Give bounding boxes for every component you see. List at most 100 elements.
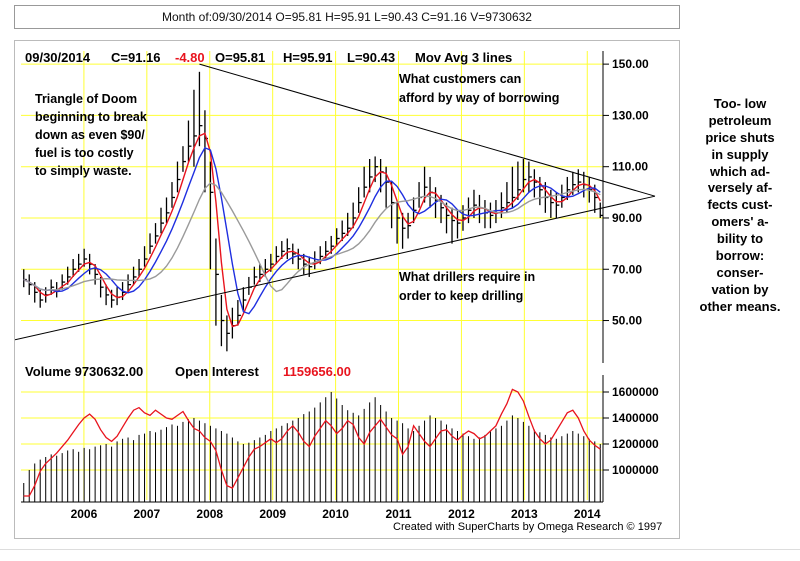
price-close: C=91.16 (111, 50, 161, 65)
price-bar (594, 184, 598, 213)
price-bar (462, 205, 466, 231)
price-high: H=95.91 (283, 50, 333, 65)
price-bar (506, 182, 510, 213)
divider (0, 549, 800, 550)
volume-label: Volume 9730632.00 (25, 364, 143, 379)
price-bar (242, 287, 247, 311)
x-tick-label: 2009 (259, 507, 286, 521)
price-bar (281, 241, 285, 259)
price-bar (171, 182, 175, 208)
x-tick-label: 2007 (133, 507, 160, 521)
annotation-customers: What customers can afford by way of borr… (399, 72, 559, 105)
price-bar (198, 71, 203, 147)
price-bar (522, 159, 527, 193)
price-bar (495, 200, 499, 224)
price-bar (105, 284, 110, 306)
price-bar (341, 220, 346, 242)
price-bar (78, 253, 82, 272)
price-bar (363, 166, 368, 198)
price-bar (451, 207, 456, 244)
price-bar (193, 89, 197, 167)
price-bar (187, 120, 192, 162)
price-bar (132, 266, 137, 285)
price-bar (577, 169, 582, 193)
price-tick-label: 50.00 (612, 314, 642, 328)
price-bar (369, 159, 373, 193)
footer-credit: Created with SuperCharts by Omega Resear… (393, 521, 662, 533)
volume-tick-label: 1000000 (612, 463, 659, 477)
price-bar (352, 202, 357, 229)
price-bar (528, 161, 532, 193)
price-bar (110, 289, 115, 308)
annotation-drillers: What drillers require in order to keep d… (399, 270, 539, 303)
price-bar (275, 246, 280, 265)
price-date: 09/30/2014 (25, 50, 91, 65)
price-change: -4.80 (175, 50, 205, 65)
price-bar (396, 202, 401, 244)
price-bar (467, 197, 472, 224)
price-bar (264, 259, 269, 277)
price-bar (154, 223, 159, 244)
price-bar (407, 212, 412, 239)
side-note: Too- low petroleum price shuts in supply… (699, 96, 781, 314)
price-bar (215, 238, 219, 326)
price-bar (374, 156, 379, 183)
price-bar (176, 161, 181, 193)
open-interest-label: Open Interest (175, 364, 259, 379)
price-bar (539, 176, 543, 206)
trendline-upper (199, 63, 656, 197)
moving-average-mid-line (23, 147, 601, 315)
price-low: L=90.43 (347, 50, 395, 65)
price-bar (303, 253, 307, 275)
price-tick-label: 150.00 (612, 57, 649, 71)
price-bar (72, 259, 77, 277)
price-bar (297, 248, 302, 270)
price-bar (204, 110, 208, 193)
price-bar (50, 279, 55, 295)
x-tick-label: 2014 (574, 507, 601, 521)
chart-canvas: 2006 2007 2008 2009 2010 2011 2012 2013 2014 50.0… (15, 50, 662, 533)
price-bar (160, 207, 165, 234)
price-bar (237, 300, 241, 326)
price-bar (226, 315, 230, 352)
x-tick-label: 2010 (322, 507, 349, 521)
price-bar (209, 161, 214, 270)
price-bar (500, 192, 505, 218)
price-bar (286, 238, 291, 259)
x-tick-label: 2012 (448, 507, 475, 521)
price-bar (555, 192, 560, 218)
price-bar (511, 166, 516, 208)
price-bar (127, 274, 132, 293)
price-bar (61, 274, 66, 290)
price-bar (292, 243, 296, 265)
moving-average-slow-line (23, 182, 601, 293)
price-bar (165, 197, 170, 224)
x-tick-label: 2013 (511, 507, 538, 521)
price-bar (220, 294, 225, 347)
price-bar (23, 269, 27, 288)
price-bar (231, 307, 236, 339)
price-bar (566, 176, 571, 201)
annotation-triangle-of-doom: Triangle of Doom beginning to break down… (35, 92, 150, 178)
volume-tick-label: 1200000 (612, 437, 659, 451)
trendline-lower (15, 195, 656, 341)
x-tick-label: 2011 (385, 507, 411, 521)
price-bar (385, 166, 390, 208)
chart-title-bar: Month of:09/30/2014 O=95.81 H=95.91 L=90… (14, 5, 680, 29)
price-bar (489, 202, 494, 229)
open-interest-line (23, 388, 601, 497)
price-bar (517, 161, 521, 201)
price-bar (248, 276, 252, 295)
volume-tick-label: 1600000 (612, 385, 659, 399)
price-bar (401, 212, 406, 249)
open-interest-value: 1159656.00 (283, 364, 351, 379)
price-tick-label: 130.00 (612, 108, 649, 122)
price-bar (347, 212, 351, 236)
price-bar (358, 187, 362, 213)
moving-average-label: Mov Avg 3 lines (415, 50, 512, 65)
price-bar (336, 228, 340, 247)
volume-tick-label: 1400000 (612, 411, 659, 425)
price-open: O=95.81 (215, 50, 265, 65)
price-bar (67, 266, 71, 285)
price-bar (478, 194, 483, 224)
